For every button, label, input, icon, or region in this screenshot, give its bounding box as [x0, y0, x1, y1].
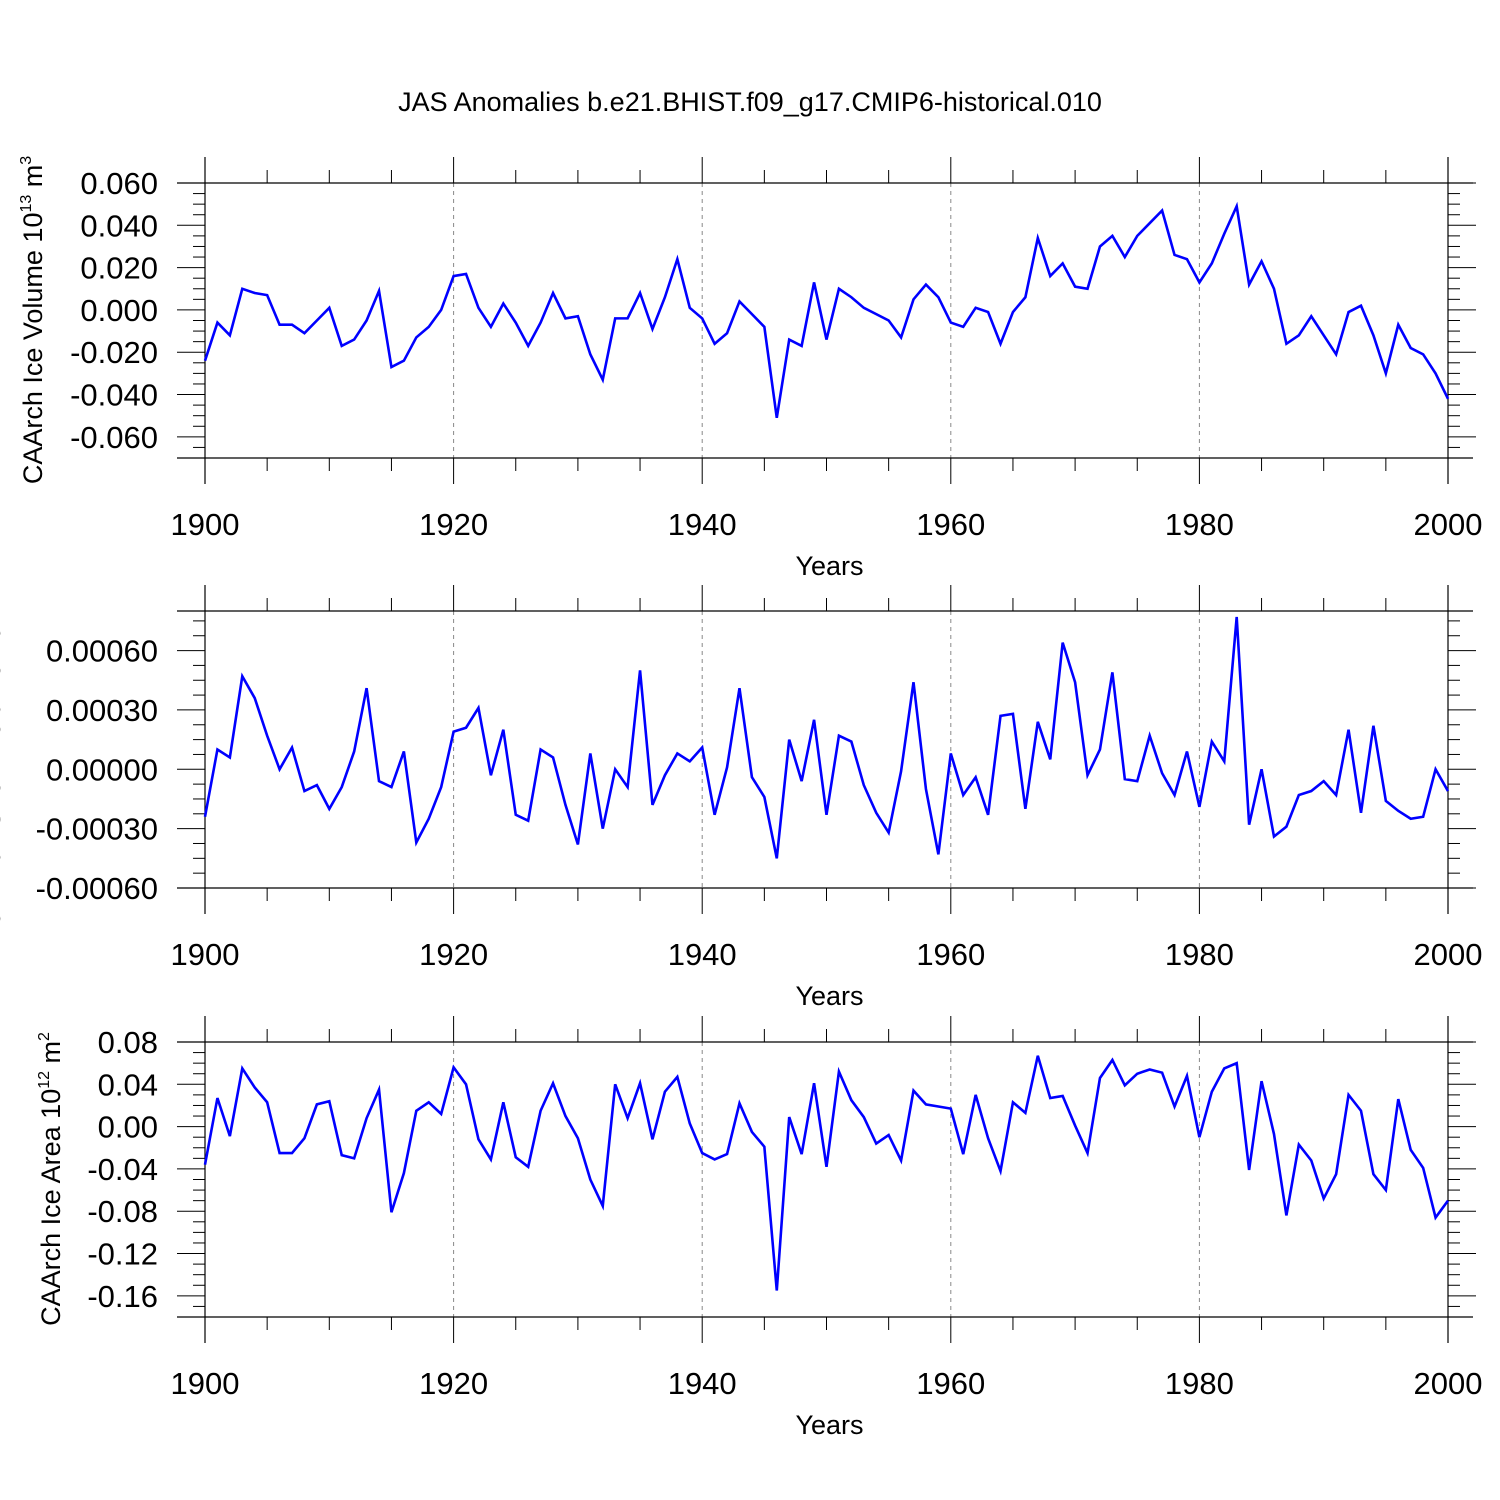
x-axis-label: Years: [795, 1410, 863, 1440]
y-tick-label: 0.08: [98, 1025, 158, 1060]
series-line: [203, 616, 1450, 859]
x-axis-label: Years: [795, 981, 863, 1011]
x-tick-label: 1900: [171, 507, 240, 542]
x-tick-label: 1900: [171, 1366, 240, 1401]
x-tick-label: 1940: [668, 507, 737, 542]
y-axis-label: CAArch Ice Area 1012 m2: [36, 1032, 66, 1326]
y-tick-label: -0.00030: [36, 812, 158, 847]
x-tick-label: 1960: [916, 1366, 985, 1401]
y-tick-label: -0.12: [87, 1237, 158, 1272]
panel-snow-volume: -0.00060 -0.00030 0.00000 0.00030 0.00060 190…: [0, 569, 1483, 1011]
y-tick-label: -0.00060: [36, 871, 158, 906]
x-tick-label: 1920: [419, 1366, 488, 1401]
y-axis-label: CAArch Snow Volume 1013 m3: [0, 569, 6, 929]
x-tick-label: 1960: [916, 507, 985, 542]
x-tick-label: 1940: [668, 937, 737, 972]
y-axis-label: CAArch Ice Volume 1013 m3: [18, 156, 48, 484]
y-tick-label: -0.16: [87, 1279, 158, 1314]
x-tick-label: 1920: [419, 507, 488, 542]
y-tick-label: -0.08: [87, 1194, 158, 1229]
figure-title: JAS Anomalies b.e21.BHIST.f09_g17.CMIP6-…: [398, 87, 1102, 117]
x-tick-label: 1940: [668, 1366, 737, 1401]
y-tick-label: 0.060: [80, 166, 158, 201]
y-tick-label: 0.040: [80, 208, 158, 243]
series-line: [203, 201, 1450, 419]
y-tick-label: 0.00000: [46, 752, 158, 787]
y-tick-label: 0.00: [98, 1110, 158, 1145]
panel-ice-volume: -0.060 -0.040 -0.020 0.000 0.020 0.040 0.060 19…: [18, 156, 1482, 581]
y-tick-label: -0.060: [70, 420, 158, 455]
x-tick-label: 1920: [419, 937, 488, 972]
x-tick-label: 2000: [1414, 507, 1483, 542]
x-tick-label: 1900: [171, 937, 240, 972]
y-tick-label: -0.04: [87, 1152, 158, 1187]
x-tick-label: 1980: [1165, 937, 1234, 972]
y-tick-label: -0.040: [70, 378, 158, 413]
y-tick-label: 0.04: [98, 1067, 158, 1102]
x-axis-label: Years: [795, 551, 863, 581]
x-tick-label: 1980: [1165, 507, 1234, 542]
x-tick-label: 2000: [1414, 1366, 1483, 1401]
series-line: [203, 1055, 1450, 1291]
x-tick-label: 1980: [1165, 1366, 1234, 1401]
y-tick-label: 0.020: [80, 251, 158, 286]
y-tick-label: -0.020: [70, 335, 158, 370]
y-tick-label: 0.00060: [46, 634, 158, 669]
x-tick-label: 1960: [916, 937, 985, 972]
x-tick-label: 2000: [1414, 937, 1483, 972]
panel-ice-area: -0.16 -0.12 -0.08 -0.04 0.00 0.04 0.08 1900 1920…: [36, 1016, 1482, 1440]
y-tick-label: 0.000: [80, 293, 158, 328]
y-tick-label: 0.00030: [46, 693, 158, 728]
